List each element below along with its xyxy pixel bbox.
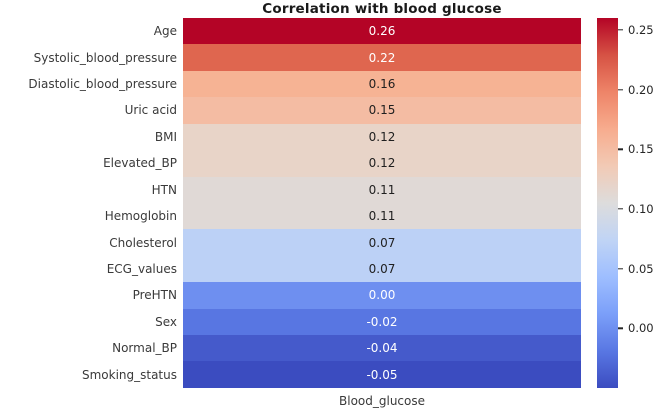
y-tick-label: PreHTN [132,288,177,303]
colorbar-tick-label: 0.15 [628,142,654,157]
heatmap-cell: 0.00 [183,282,581,309]
heatmap-cell: 0.11 [183,176,581,203]
y-tick-label: Systolic_blood_pressure [33,50,177,65]
x-axis-tick-label: Blood_glucose [339,394,425,408]
colorbar-tick-mark [618,29,623,31]
y-tick-label: Uric acid [124,103,177,118]
cell-annotation: 0.15 [368,103,396,118]
heatmap-cell: 0.07 [183,255,581,283]
y-axis-tick-labels: Age Systolic_blood_pressure Diastolic_bloo… [0,18,177,388]
heatmap-cell: -0.02 [183,308,581,336]
colorbar-tick-mark [618,148,623,150]
cell-annotation: -0.05 [366,367,398,382]
colorbar-tick-mark [618,327,623,330]
heatmap-cell: -0.05 [183,361,581,388]
cell-annotation: 0.07 [368,262,396,276]
heatmap-cell: 0.12 [183,150,581,177]
colorbar-tick-label: 0.00 [628,321,654,336]
heatmap-cell: 0.07 [183,229,581,256]
cell-annotation: 0.12 [368,156,396,171]
heatmap-cell: 0.26 [183,18,581,45]
colorbar: 0.25 0.20 0.15 0.10 0.05 0.00 [597,18,654,388]
y-tick-label: Sex [155,314,177,329]
cell-annotation: 0.22 [368,50,396,65]
cell-annotation: 0.16 [368,77,396,92]
colorbar-tick-label: 0.10 [628,201,654,216]
y-tick-label: BMI [154,129,177,144]
y-tick-label: Normal_BP [112,341,177,356]
y-tick-label: Cholesterol [109,235,177,250]
cell-annotation: 0.00 [368,288,396,303]
colorbar-tick-label: 0.05 [628,261,654,276]
heatmap-cell: 0.11 [183,202,581,230]
colorbar-gradient [597,18,618,388]
colorbar-tick-mark [618,88,623,91]
colorbar-tick-label: 0.20 [628,82,654,97]
y-tick-label: Diastolic_blood_pressure [28,77,177,92]
cell-annotation: 0.26 [368,24,396,39]
heatmap-cell: -0.04 [183,335,581,362]
heatmap-cell: 0.12 [183,123,581,151]
y-tick-label: HTN [151,182,177,197]
cell-annotation: 0.11 [368,182,396,197]
y-tick-label: Elevated_BP [103,156,177,171]
colorbar-tick-mark [618,208,623,210]
cell-annotation: -0.02 [366,314,398,329]
colorbar-tick-mark [618,267,623,270]
cell-annotation: 0.07 [368,235,396,250]
cell-annotation: 0.11 [368,209,396,224]
y-tick-label: Age [153,24,177,39]
y-tick-label: Hemoglobin [104,209,177,224]
heatmap-cell: 0.16 [183,70,581,98]
heatmap-cell: 0.22 [183,44,581,71]
colorbar-tick-label: 0.25 [628,22,654,37]
y-tick-label: ECG_values [106,262,177,276]
y-tick-label: Smoking_status [81,367,177,382]
chart-title: Correlation with blood glucose [262,1,502,17]
cell-annotation: -0.04 [366,341,398,356]
cell-annotation: 0.12 [368,129,396,144]
heatmap-grid: 0.26 0.22 0.16 0.15 0.12 0.12 0.11 0.11 0.07 0.07… [183,18,581,388]
heatmap-cell: 0.15 [183,97,581,124]
